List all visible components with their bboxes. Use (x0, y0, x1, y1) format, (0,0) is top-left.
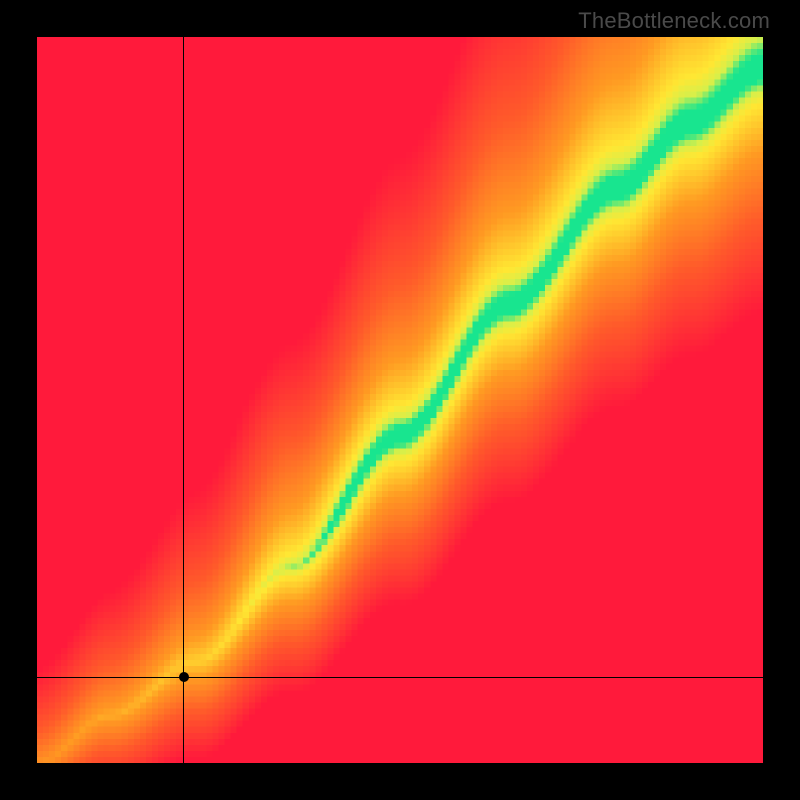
crosshair-horizontal (37, 677, 763, 678)
bottleneck-heatmap (37, 37, 763, 763)
crosshair-vertical (183, 37, 184, 763)
crosshair-marker (179, 672, 189, 682)
chart-container: TheBottleneck.com (0, 0, 800, 800)
watermark-text: TheBottleneck.com (578, 8, 770, 34)
